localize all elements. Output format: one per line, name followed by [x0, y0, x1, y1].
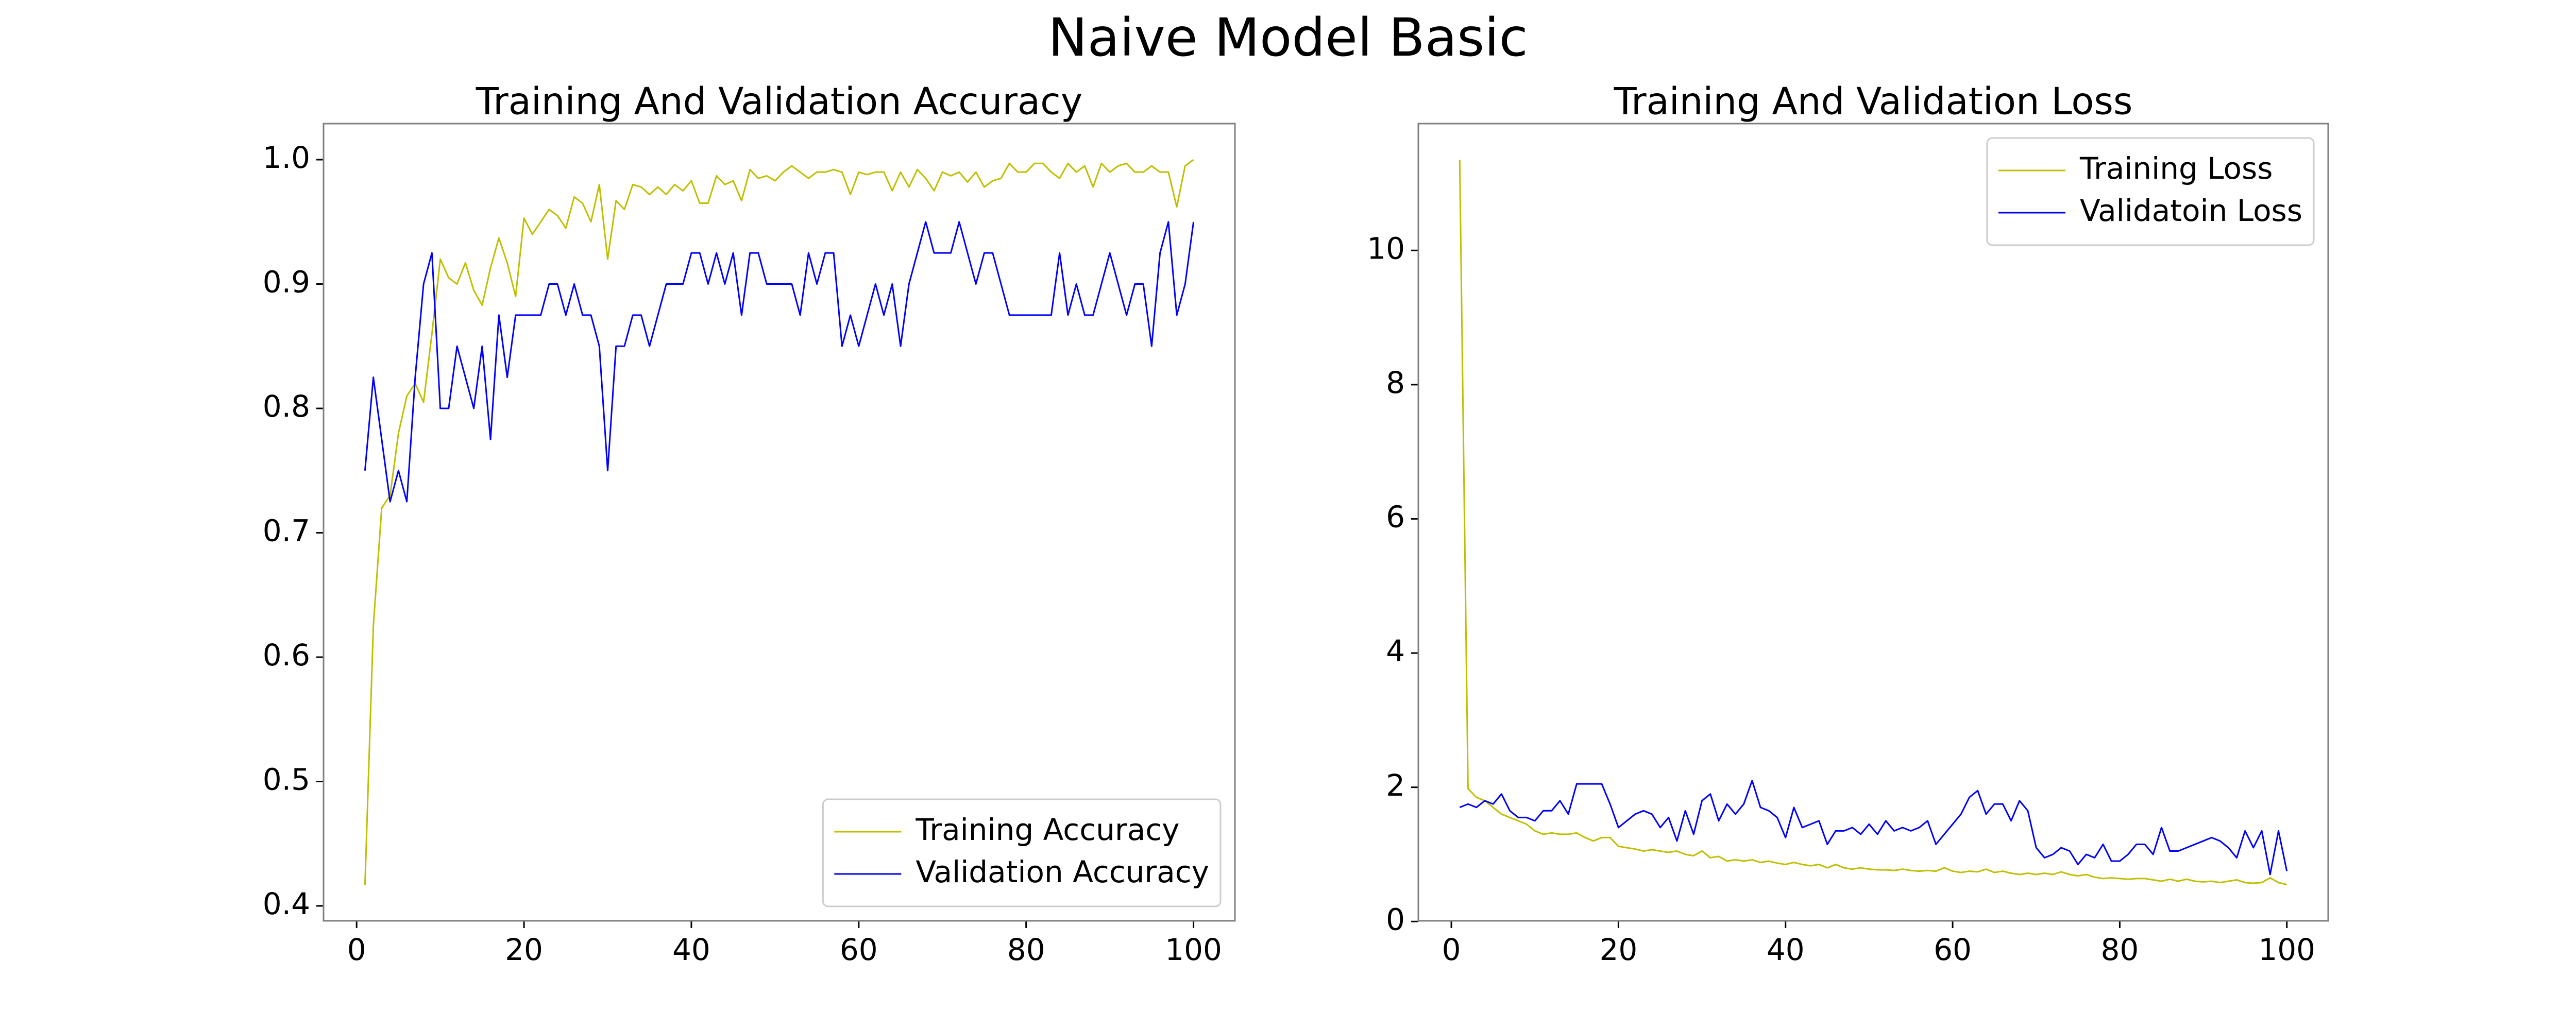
data-line [364, 159, 1194, 885]
x-tick-label: 80 [2100, 932, 2139, 967]
x-tick-label: 20 [1599, 932, 1637, 967]
subplot-title: Training And Validation Loss [1614, 80, 2133, 123]
legend-box [822, 798, 1222, 907]
y-tick-label: 0 [1386, 902, 1405, 937]
data-line [1459, 160, 2287, 886]
y-tick-label: 0.9 [263, 265, 310, 300]
y-tick-label: 8 [1386, 365, 1405, 400]
y-tick-label: 6 [1386, 500, 1405, 535]
subplot-title: Training And Validation Accuracy [476, 80, 1083, 123]
legend-label: Validation Accuracy [916, 854, 1209, 889]
x-tick-label: 60 [840, 932, 878, 967]
legend: Training Accuracy Validation Accuracy [822, 798, 1222, 907]
axes-frame [1417, 123, 2329, 922]
legend-label: Training Accuracy [915, 812, 1179, 847]
x-tick-label: 60 [1934, 932, 1972, 967]
axes-frame [323, 123, 1236, 922]
y-tick-label: 0.8 [263, 389, 310, 424]
y-tick-label: 0.5 [263, 762, 310, 797]
y-tick-label: 0.6 [263, 638, 310, 673]
x-tick-label: 100 [1165, 932, 1222, 967]
y-tick-label: 2 [1386, 768, 1405, 803]
x-tick-label: 100 [2258, 932, 2315, 967]
x-tick-label: 20 [505, 932, 543, 967]
x-tick-label: 0 [1442, 932, 1461, 967]
x-tick-label: 40 [672, 932, 710, 967]
y-tick-label: 0.4 [263, 886, 310, 921]
x-tick-label: 0 [347, 932, 366, 967]
x-tick-label: 40 [1767, 932, 1805, 967]
legend: Training Loss Validatoin Loss [1986, 137, 2315, 246]
data-line [364, 221, 1195, 503]
legend-label: Validatoin Loss [2080, 193, 2302, 228]
y-tick-label: 4 [1386, 633, 1405, 668]
legend-label: Training Loss [2079, 151, 2273, 186]
figure-title: Naive Model Basic [1048, 7, 1528, 68]
y-tick-label: 0.7 [263, 513, 310, 548]
y-tick-label: 1.0 [263, 140, 310, 175]
x-tick-label: 80 [1007, 932, 1045, 967]
y-tick-label: 10 [1367, 231, 1405, 266]
subplot: Training And Validation Accuracy 0 20 40 60 8… [263, 80, 1236, 967]
data-line [1459, 780, 2288, 876]
legend-box [1986, 137, 2315, 246]
